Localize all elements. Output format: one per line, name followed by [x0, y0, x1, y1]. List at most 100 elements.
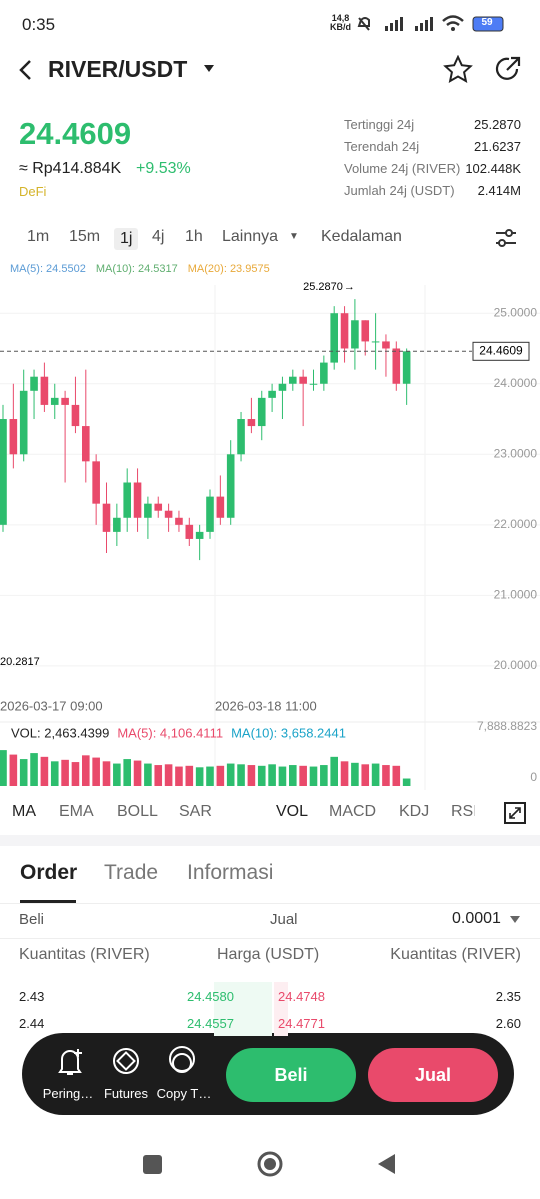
interval[interactable]: 15m	[69, 228, 101, 245]
volume-bar	[164, 764, 173, 786]
buy-button[interactable]: Beli	[226, 1048, 356, 1102]
candle-body	[257, 397, 266, 427]
indicator-tab[interactable]: MA	[12, 803, 36, 820]
share[interactable]	[493, 55, 523, 85]
indicator-tab[interactable]: BOLL	[117, 803, 158, 820]
candle-body	[299, 376, 307, 384]
ma-legend: MA(10): 24.5317	[96, 263, 178, 275]
candle-body	[195, 531, 204, 539]
chart-settings[interactable]	[494, 227, 518, 249]
col-header: Kuantitas (RIVER)	[390, 946, 521, 963]
candle-body	[330, 313, 338, 363]
volume-bar	[257, 765, 266, 786]
x-label: 2026-03-17 09:00	[0, 698, 103, 713]
volume-bar	[82, 755, 90, 786]
sub-tab[interactable]: KDJ	[399, 803, 430, 820]
candle-body	[226, 454, 235, 518]
volume-bar	[9, 754, 18, 786]
candle-body	[340, 313, 349, 349]
interval[interactable]: 1m	[27, 228, 50, 245]
volume-bar	[402, 778, 411, 786]
tab[interactable]: Trade	[104, 861, 159, 884]
sell-button[interactable]: Jual	[368, 1048, 498, 1102]
last-price-box	[472, 341, 530, 361]
y-tick-label: 24.0000	[494, 376, 538, 390]
candle-body	[289, 376, 297, 384]
indicator-tab[interactable]: EMA	[59, 803, 94, 820]
precision[interactable]: 0.0001	[452, 910, 501, 927]
col-header: Kuantitas (RIVER)	[19, 946, 150, 963]
back-button[interactable]	[16, 58, 36, 82]
candle-body	[247, 419, 256, 427]
sub-tab[interactable]: VOL	[276, 803, 309, 820]
interval[interactable]: 4j	[152, 228, 165, 245]
bottom-item[interactable]: Pering…	[42, 1086, 94, 1101]
depth-bar-buy	[214, 982, 272, 1009]
speed-unit: KB/d	[330, 22, 351, 32]
depth-bar-buy	[214, 1009, 272, 1036]
ma-legend: MA(5): 24.5502	[10, 263, 86, 275]
interval[interactable]: 1h	[185, 228, 203, 245]
candle-body	[320, 362, 328, 384]
candle-body	[82, 426, 90, 462]
bottom-item[interactable]: Futures	[103, 1086, 149, 1101]
buy-qty: 2.43	[19, 989, 45, 1004]
status-time: 0:35	[22, 15, 56, 34]
candle-body	[40, 376, 49, 405]
tab[interactable]: Informasi	[187, 861, 274, 884]
sell-price: 24.4771	[278, 1016, 325, 1031]
depth-bar-sell	[274, 1009, 288, 1036]
buy-label: Beli	[19, 911, 45, 928]
y-tick-label: 22.0000	[494, 517, 538, 531]
candle-body	[50, 397, 59, 405]
vol-tick-label: 0	[530, 770, 537, 784]
y-tick-label: 25.0000	[494, 305, 538, 319]
volume-bar	[123, 759, 131, 786]
fullscreen[interactable]	[503, 801, 527, 825]
candle-body	[133, 482, 142, 518]
volume-bar	[144, 763, 152, 786]
candle-body	[164, 510, 173, 518]
stat-label: Terendah 24j	[344, 139, 420, 154]
volume-bar	[50, 761, 59, 786]
vol-legend: MA(5): 4,106.4111	[117, 725, 223, 740]
battery: 59	[481, 17, 493, 28]
sell-price: 24.4748	[278, 989, 325, 1004]
interval[interactable]: Lainnya	[222, 228, 279, 245]
sector-tag: DeFi	[19, 184, 47, 199]
sub-tab[interactable]: RSI	[451, 803, 475, 820]
candle-body	[268, 390, 276, 398]
indicator-tab[interactable]: SAR	[179, 803, 212, 820]
volume-bar	[320, 765, 328, 786]
pair-title[interactable]: RIVER/USDT	[48, 56, 188, 82]
stat-value: 2.414M	[477, 183, 521, 198]
candle-body	[309, 383, 318, 385]
vol-tick-label: 7,888.8823	[477, 719, 537, 733]
candle-body	[19, 390, 28, 455]
bottom-item[interactable]: Copy T…	[156, 1086, 212, 1101]
sub-tab[interactable]: MACD	[329, 803, 377, 820]
volume-bar	[330, 756, 338, 786]
volume-bar	[133, 760, 142, 786]
last-price: 24.4609	[19, 116, 132, 151]
volume-bar	[278, 766, 287, 786]
volume-bar	[102, 761, 111, 786]
volume-bar	[340, 761, 349, 786]
volume-bar	[361, 764, 370, 786]
last-price-tag: 24.4609	[479, 343, 523, 357]
change: +9.53%	[136, 160, 191, 177]
volume-bar	[30, 753, 38, 786]
tab[interactable]: Order	[20, 861, 78, 884]
buy-price: 24.4580	[187, 989, 234, 1004]
col-header: Harga (USDT)	[217, 946, 320, 963]
volume-bar	[92, 757, 100, 786]
interval[interactable]: Kedalaman	[321, 228, 402, 245]
divider	[0, 938, 540, 939]
favorite[interactable]	[443, 55, 473, 85]
candle-body	[113, 517, 121, 532]
volume-bar	[309, 766, 318, 786]
precision-caret	[510, 916, 520, 923]
interval[interactable]: 1j	[114, 228, 139, 250]
volume-bar	[392, 765, 401, 786]
volume-bar	[226, 763, 235, 786]
